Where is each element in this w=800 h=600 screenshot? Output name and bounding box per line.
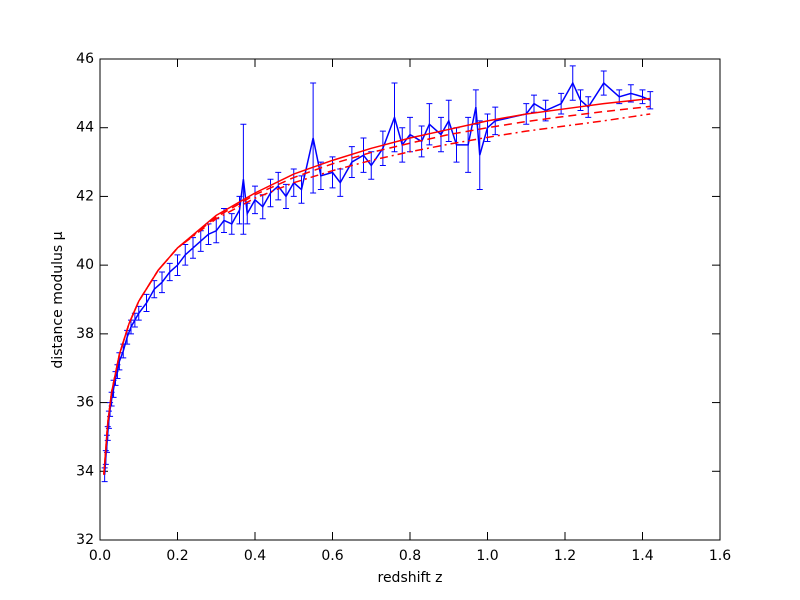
series-line xyxy=(103,97,651,475)
x-tick-label: 0.8 xyxy=(399,548,421,564)
x-tick-label: 1.0 xyxy=(476,548,498,564)
y-tick-label: 32 xyxy=(76,532,94,548)
y-tick-label: 36 xyxy=(76,395,94,411)
x-tick-label: 1.4 xyxy=(631,548,653,564)
y-axis-label: distance modulus μ xyxy=(50,231,66,368)
series-line xyxy=(103,81,651,475)
x-tick-label: 1.6 xyxy=(709,548,731,564)
x-tick-label: 0.6 xyxy=(321,548,343,564)
x-tick-label: 0.0 xyxy=(89,548,111,564)
y-tick-label: 34 xyxy=(76,463,94,479)
y-tick-label: 40 xyxy=(76,257,94,273)
x-tick-label: 1.2 xyxy=(554,548,576,564)
series-line xyxy=(103,113,651,475)
x-tick-label: 0.2 xyxy=(166,548,188,564)
y-tick-label: 46 xyxy=(76,51,94,67)
y-tick-label: 38 xyxy=(76,326,94,342)
y-tick-label: 44 xyxy=(76,120,94,136)
x-axis-label: redshift z xyxy=(378,570,443,586)
series-line xyxy=(103,105,651,475)
error-bar xyxy=(647,91,654,110)
y-tick-label: 42 xyxy=(76,188,94,204)
x-tick-label: 0.4 xyxy=(244,548,266,564)
